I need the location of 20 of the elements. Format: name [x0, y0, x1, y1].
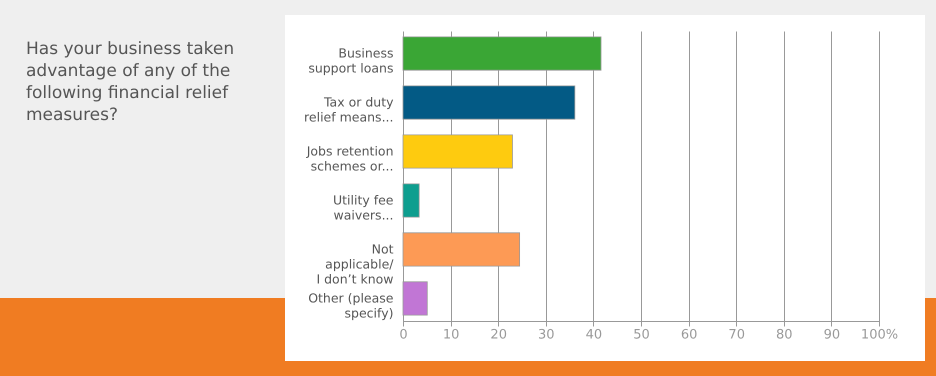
x-tick-label: 90 [824, 328, 840, 342]
x-tick-label: 60 [680, 328, 698, 342]
x-tick-label: 40 [586, 328, 602, 342]
y-tick-label: Not applicable/ I don’t know [316, 241, 394, 286]
y-tick-label: Utility fee waivers... [332, 192, 394, 222]
bar [402, 281, 428, 316]
x-tick-label: 30 [538, 328, 555, 342]
bar [402, 183, 420, 218]
y-tick-label: Other (please specify) [308, 290, 394, 320]
x-tick-label: 80 [776, 328, 793, 342]
x-tick-label: 50 [633, 328, 650, 342]
x-tick-label: 10 [442, 328, 460, 342]
y-tick-label: Jobs retention schemes or... [306, 144, 394, 174]
y-tick-label: Tax or duty relief means... [304, 94, 394, 125]
y-tick-label: Business support loans [308, 46, 394, 76]
x-tick-label: 100% [860, 328, 898, 342]
x-tick-label: 0 [399, 328, 408, 342]
x-tick-label: 70 [728, 328, 745, 342]
text: Has your business taken advantage of any of the following financial relief measures? [26, 38, 236, 126]
x-tick-label: 20 [490, 328, 507, 342]
